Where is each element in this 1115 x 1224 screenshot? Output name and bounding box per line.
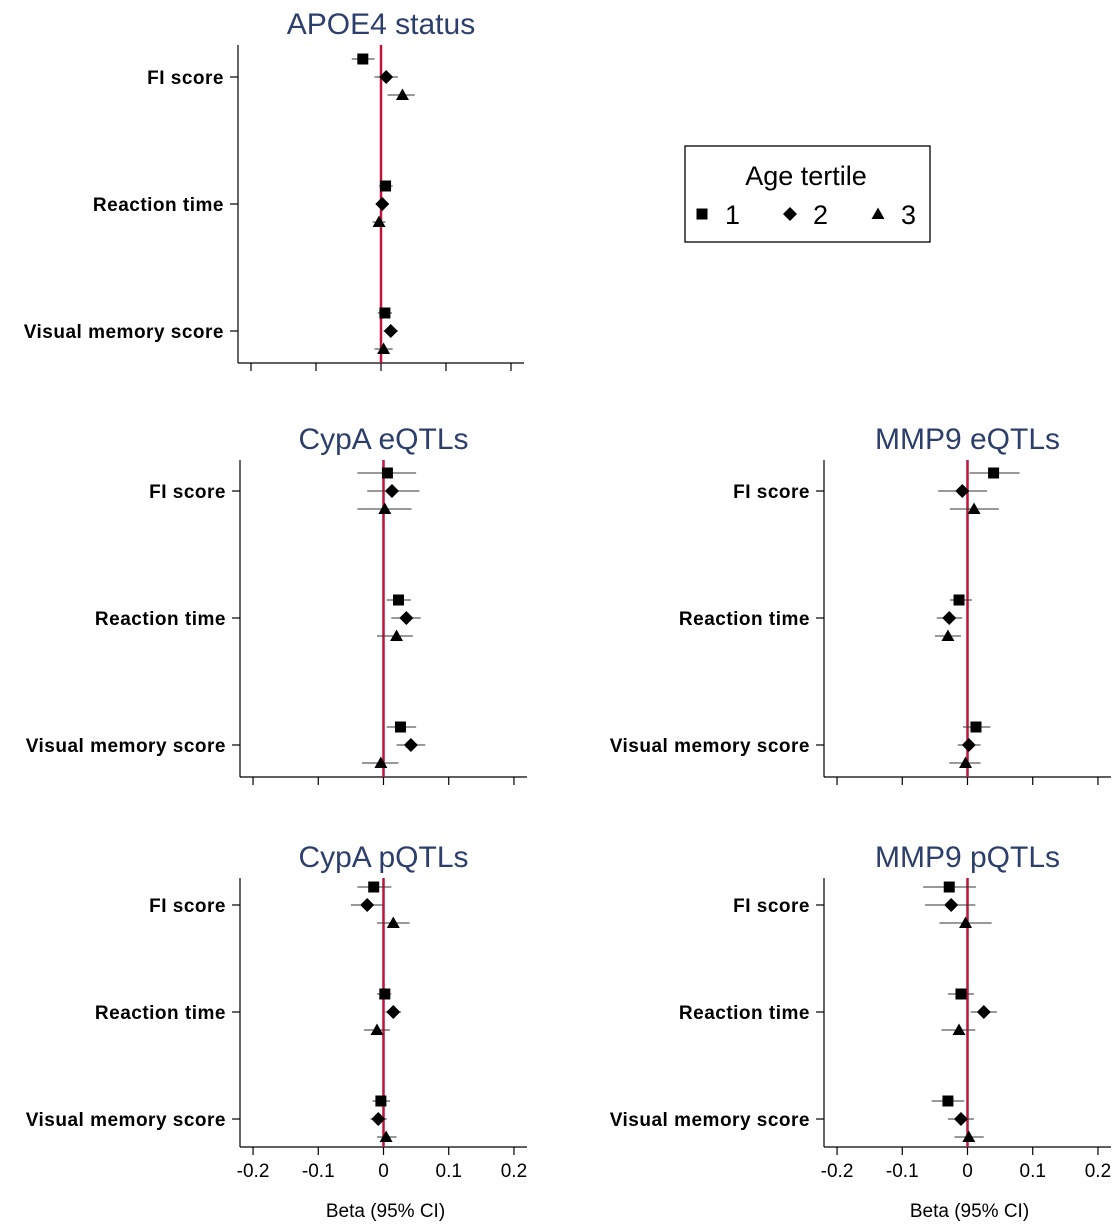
point-series-1 bbox=[379, 988, 391, 1000]
category-label: Visual memory score bbox=[26, 736, 226, 757]
point-series-2 bbox=[375, 197, 390, 211]
point-series-1 bbox=[955, 988, 967, 1000]
point-series-2 bbox=[961, 738, 976, 752]
category-label: Reaction time bbox=[93, 195, 224, 216]
point-series-1 bbox=[943, 881, 955, 893]
category-label: Visual memory score bbox=[610, 1110, 810, 1131]
point-series-2 bbox=[386, 1005, 401, 1019]
point-series-3 bbox=[395, 88, 409, 100]
x-tick-label: -0.2 bbox=[237, 1161, 270, 1182]
point-series-3 bbox=[952, 1023, 966, 1035]
point-series-2 bbox=[383, 324, 398, 338]
point-series-3 bbox=[967, 502, 981, 514]
point-series-3 bbox=[959, 916, 973, 928]
legend-label-2: 2 bbox=[813, 200, 828, 230]
point-series-1 bbox=[394, 721, 406, 733]
legend-label-3: 3 bbox=[901, 200, 916, 230]
point-series-1 bbox=[375, 1095, 387, 1107]
point-series-3 bbox=[378, 502, 392, 514]
panel-title: MMP9 eQTLs bbox=[875, 423, 1060, 456]
point-series-1 bbox=[380, 180, 392, 192]
x-tick-label: 0.1 bbox=[1020, 1161, 1046, 1182]
point-series-1 bbox=[988, 467, 1000, 479]
point-series-3 bbox=[390, 629, 404, 641]
category-label: Visual memory score bbox=[610, 736, 810, 757]
legend: Age tertile 1 2 3 bbox=[684, 145, 931, 243]
point-series-2 bbox=[379, 70, 394, 84]
category-label: FI score bbox=[733, 896, 810, 917]
legend-title: Age tertile bbox=[745, 161, 867, 191]
panel-title: CypA eQTLs bbox=[298, 423, 468, 456]
point-series-2 bbox=[371, 1112, 386, 1126]
x-axis-label: Beta (95% CI) bbox=[910, 1201, 1029, 1222]
panel-title: CypA pQTLs bbox=[298, 841, 468, 874]
legend-label-1: 1 bbox=[725, 200, 740, 230]
point-series-3 bbox=[959, 756, 973, 768]
legend-marker-1 bbox=[696, 208, 708, 220]
point-series-2 bbox=[403, 738, 418, 752]
point-series-3 bbox=[941, 629, 955, 641]
panel-cypa-eqtls: CypA eQTLs FI score Reaction time Visual me… bbox=[26, 423, 527, 785]
category-label: Reaction time bbox=[679, 1003, 810, 1024]
point-series-3 bbox=[374, 756, 388, 768]
x-axis-label: Beta (95% CI) bbox=[326, 1201, 445, 1222]
point-series-2 bbox=[384, 484, 399, 498]
point-series-2 bbox=[944, 898, 959, 912]
x-tick-label: 0.2 bbox=[501, 1161, 527, 1182]
category-label: Visual memory score bbox=[26, 1110, 226, 1131]
point-series-3 bbox=[962, 1130, 976, 1142]
panel-apoe4-status: APOE4 status FI score Reaction time Visual … bbox=[24, 8, 524, 371]
point-series-1 bbox=[381, 467, 393, 479]
x-tick-label: -0.2 bbox=[821, 1161, 854, 1182]
panel-cypa-pqtls: CypA pQTLs -0.2 -0.1 0 0.1 0.2 Beta (95% CI) FI… bbox=[26, 841, 527, 1222]
category-label: Visual memory score bbox=[24, 322, 224, 343]
x-tick-label: 0 bbox=[378, 1161, 389, 1182]
point-series-1 bbox=[368, 881, 380, 893]
point-series-1 bbox=[393, 594, 405, 606]
legend-marker-3 bbox=[871, 207, 885, 219]
point-series-1 bbox=[953, 594, 965, 606]
point-series-3 bbox=[377, 342, 391, 354]
point-series-1 bbox=[379, 307, 391, 319]
point-series-3 bbox=[372, 215, 386, 227]
x-tick-label: 0.1 bbox=[436, 1161, 462, 1182]
category-label: FI score bbox=[147, 68, 224, 89]
x-tick-label: 0.2 bbox=[1085, 1161, 1111, 1182]
point-series-2 bbox=[360, 898, 375, 912]
legend-entries: 1 2 3 bbox=[696, 200, 916, 230]
x-tick-label: -0.1 bbox=[302, 1161, 335, 1182]
category-label: Reaction time bbox=[95, 609, 226, 630]
point-series-2 bbox=[953, 1112, 968, 1126]
x-tick-label: -0.1 bbox=[886, 1161, 919, 1182]
legend-box bbox=[684, 145, 931, 243]
point-series-2 bbox=[942, 611, 957, 625]
category-label: FI score bbox=[149, 896, 226, 917]
category-label: FI score bbox=[733, 482, 810, 503]
category-label: Reaction time bbox=[679, 609, 810, 630]
category-label: Reaction time bbox=[95, 1003, 226, 1024]
point-series-3 bbox=[370, 1023, 384, 1035]
category-label: FI score bbox=[149, 482, 226, 503]
panel-title: MMP9 pQTLs bbox=[875, 841, 1060, 874]
x-tick-label: 0 bbox=[962, 1161, 973, 1182]
point-series-1 bbox=[357, 53, 369, 65]
legend-marker-2 bbox=[783, 207, 797, 221]
panels: APOE4 status FI score Reaction time Visual … bbox=[24, 8, 1111, 1222]
panel-mmp9-eqtls: MMP9 eQTLs FI score Reaction time Visual me… bbox=[610, 423, 1111, 785]
point-series-1 bbox=[970, 721, 982, 733]
point-series-3 bbox=[386, 916, 400, 928]
point-series-2 bbox=[955, 484, 970, 498]
point-series-2 bbox=[399, 611, 414, 625]
point-series-3 bbox=[379, 1130, 393, 1142]
point-series-1 bbox=[942, 1095, 954, 1107]
panel-title: APOE4 status bbox=[287, 8, 475, 41]
panel-mmp9-pqtls: MMP9 pQTLs -0.2 -0.1 0 0.1 0.2 Beta (95% CI) FI… bbox=[610, 841, 1111, 1222]
point-series-2 bbox=[976, 1005, 991, 1019]
